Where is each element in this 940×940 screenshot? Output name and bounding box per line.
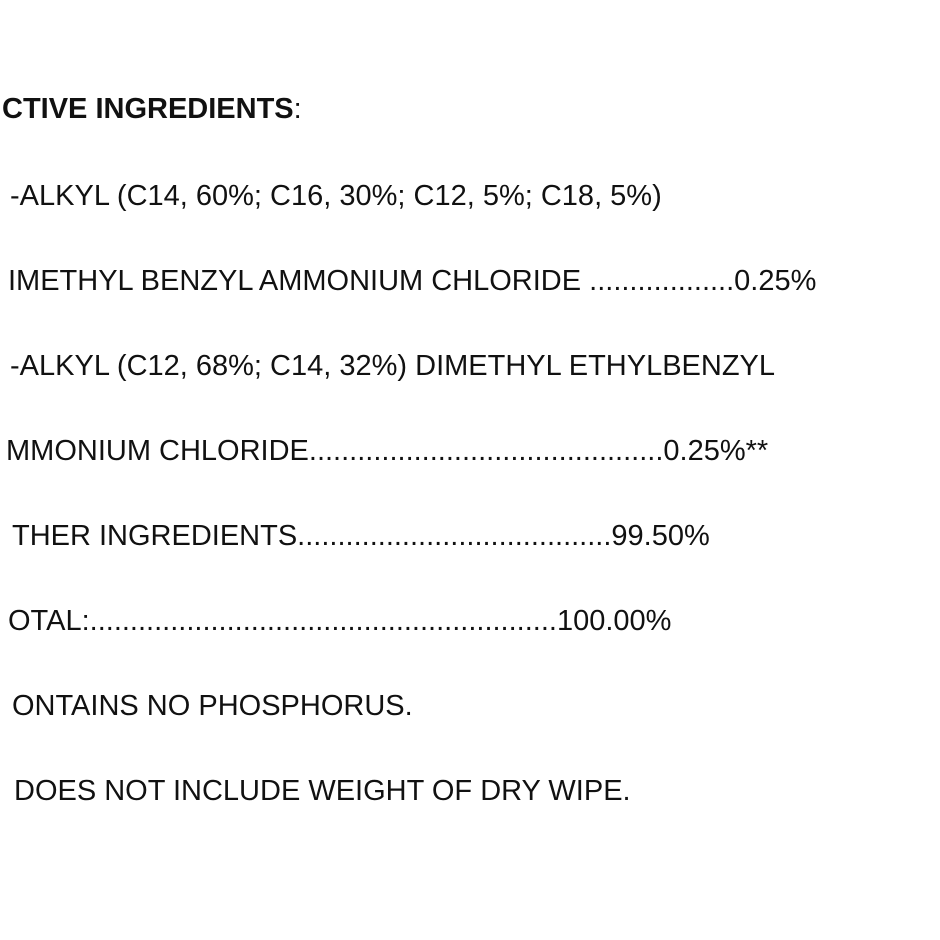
heading-text: CTIVE INGREDIENTS: [2, 93, 294, 125]
ingredient-line-2: IMETHYL BENZYL AMMONIUM CHLORIDE .......…: [8, 265, 817, 297]
other-ingredients-line: THER INGREDIENTS........................…: [12, 520, 710, 552]
phosphorus-note: ONTAINS NO PHOSPHORUS.: [12, 690, 413, 722]
heading: CTIVE INGREDIENTS:: [2, 92, 302, 126]
total-line: OTAL:...................................…: [8, 605, 672, 637]
ingredient-line-4: MMONIUM CHLORIDE........................…: [6, 435, 769, 467]
ingredient-line-1: -ALKYL (C14, 60%; C16, 30%; C12, 5%; C18…: [10, 180, 662, 212]
dry-wipe-note: DOES NOT INCLUDE WEIGHT OF DRY WIPE.: [14, 775, 631, 807]
ingredient-line-3: -ALKYL (C12, 68%; C14, 32%) DIMETHYL ETH…: [10, 350, 776, 382]
heading-colon: :: [293, 93, 302, 125]
